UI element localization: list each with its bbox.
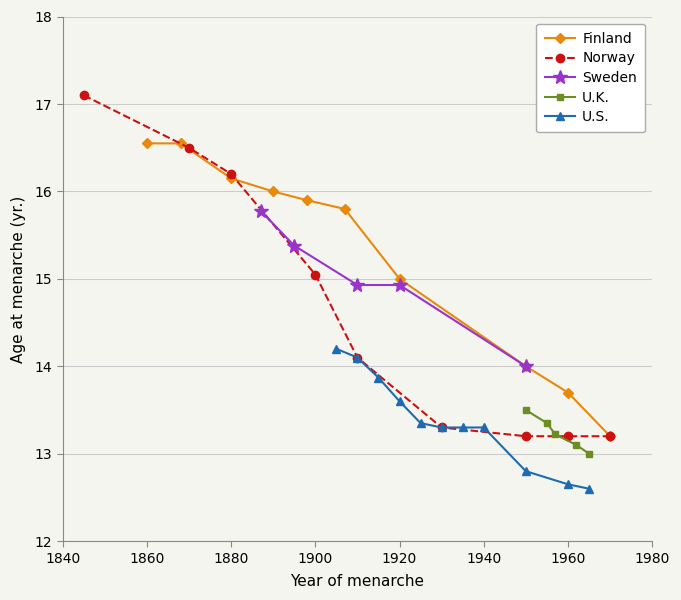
Finland: [303, 197, 311, 204]
Norway: [80, 92, 88, 99]
U.S.: [332, 345, 340, 352]
Norway: [227, 170, 235, 178]
U.S.: [585, 485, 593, 492]
U.S.: [438, 424, 446, 431]
Finland: [340, 205, 349, 212]
Finland: [564, 389, 572, 396]
Line: Sweden: Sweden: [253, 204, 533, 373]
U.K.: [543, 419, 551, 427]
Sweden: [290, 242, 298, 249]
U.K.: [572, 442, 580, 449]
Norway: [606, 433, 614, 440]
Finland: [396, 275, 404, 283]
Finland: [143, 140, 151, 147]
Finland: [606, 433, 614, 440]
X-axis label: Year of menarche: Year of menarche: [290, 574, 424, 589]
Y-axis label: Age at menarche (yr.): Age at menarche (yr.): [11, 195, 26, 362]
Norway: [438, 424, 446, 431]
Norway: [353, 354, 362, 361]
Sweden: [353, 281, 362, 289]
U.S.: [417, 419, 425, 427]
Line: Norway: Norway: [80, 91, 614, 440]
Line: U.K.: U.K.: [522, 407, 592, 457]
Norway: [311, 271, 319, 278]
Sweden: [396, 281, 404, 289]
Sweden: [257, 207, 265, 214]
U.S.: [375, 374, 383, 381]
U.K.: [585, 450, 593, 457]
U.S.: [396, 398, 404, 405]
Norway: [185, 144, 193, 151]
Norway: [522, 433, 530, 440]
U.K.: [522, 406, 530, 413]
U.S.: [479, 424, 488, 431]
U.S.: [458, 424, 466, 431]
Finland: [522, 362, 530, 370]
U.S.: [564, 481, 572, 488]
Line: U.S.: U.S.: [332, 344, 593, 493]
Norway: [564, 433, 572, 440]
U.S.: [522, 467, 530, 475]
U.S.: [353, 354, 362, 361]
U.K.: [551, 431, 559, 438]
Finland: [269, 188, 277, 195]
Sweden: [522, 362, 530, 370]
Line: Finland: Finland: [144, 140, 614, 440]
Finland: [227, 175, 235, 182]
Finland: [176, 140, 185, 147]
Legend: Finland, Norway, Sweden, U.K., U.S.: Finland, Norway, Sweden, U.K., U.S.: [537, 23, 646, 133]
